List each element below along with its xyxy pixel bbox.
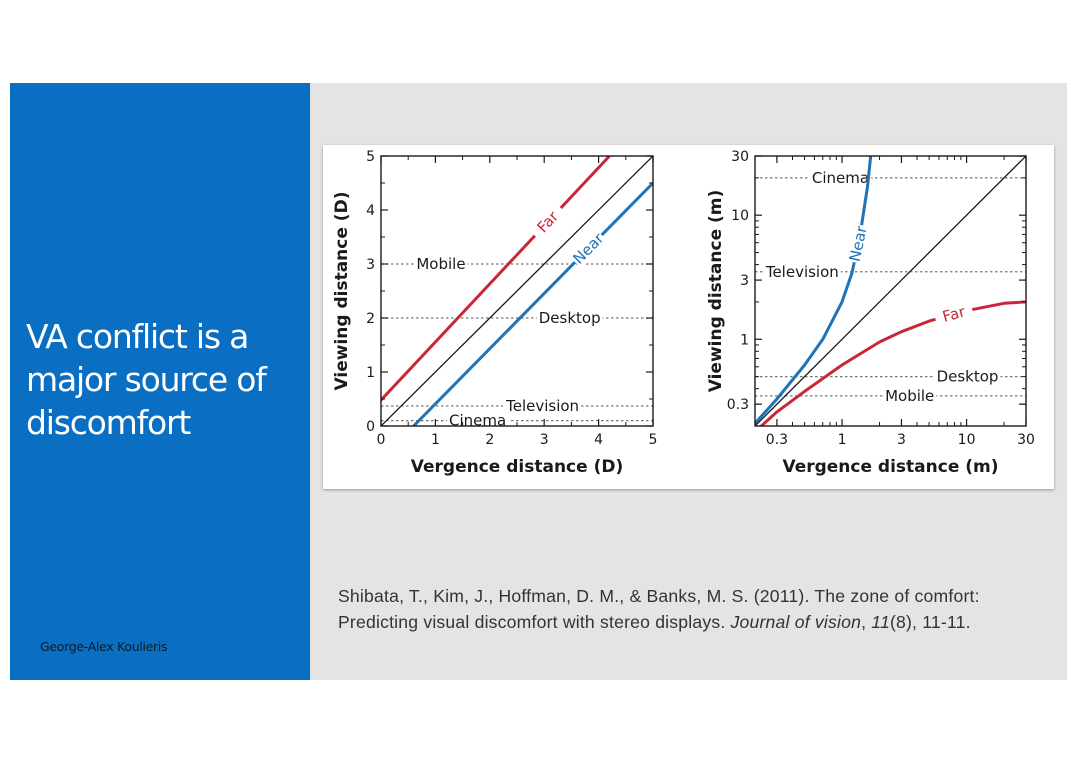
series-label-background (568, 228, 609, 269)
slide-title: VA conflict is a major source of discomf… (26, 315, 306, 444)
title-panel: VA conflict is a major source of discomf… (10, 83, 310, 680)
x-tick-label: 1 (431, 432, 440, 448)
slide-title-line-2: major source of (26, 360, 267, 399)
reference-label-background (762, 262, 841, 281)
reference-label-desktop: Desktop (937, 368, 999, 386)
slide: VA conflict is a major source of discomf… (10, 83, 1067, 680)
x-tick-label: 0.3 (766, 432, 788, 448)
x-tick-label: 5 (649, 432, 658, 448)
y-tick-label: 3 (366, 257, 375, 273)
citation-journal: Journal of vision (730, 612, 862, 632)
reference-label-background (536, 309, 603, 327)
plot-frame (754, 155, 1027, 427)
y-tick-label: 0 (366, 419, 375, 435)
reference-label-background (503, 397, 582, 416)
series-line-far (759, 300, 1026, 426)
reference-label-cinema: Cinema (449, 412, 506, 430)
series-label-background (528, 201, 568, 242)
series-line-near (412, 181, 653, 426)
y-tick-label: 30 (731, 149, 749, 165)
identity-line (381, 156, 653, 426)
series-label-far: Far (940, 302, 967, 326)
y-tick-label: 2 (366, 311, 375, 327)
x-tick-label: 4 (594, 432, 603, 448)
reference-label-mobile: Mobile (885, 387, 934, 405)
x-axis-title: Vergence distance (m) (782, 457, 998, 477)
series-line-near (755, 156, 873, 425)
series-label-near: Near (846, 224, 871, 264)
y-tick-label: 5 (366, 149, 375, 165)
x-axis-title: Vergence distance (D) (411, 457, 623, 477)
y-axis-title: Viewing distance (D) (332, 192, 352, 391)
y-tick-label: 10 (731, 208, 749, 224)
series-label-background (933, 300, 975, 328)
x-tick-label: 2 (485, 432, 494, 448)
y-tick-label: 0.3 (727, 397, 749, 413)
x-tick-label: 10 (958, 432, 976, 448)
reference-label-desktop: Desktop (539, 309, 601, 327)
series-line-far (381, 156, 611, 402)
y-tick-label: 4 (366, 203, 375, 219)
x-tick-label: 0 (377, 432, 386, 448)
y-tick-label: 1 (366, 365, 375, 381)
citation-separator: , (861, 612, 872, 632)
reference-label-cinema: Cinema (812, 169, 869, 187)
y-tick-label: 3 (740, 273, 749, 289)
series-label-group: Near (845, 223, 871, 265)
slide-title-line-3: discomfort (26, 403, 191, 442)
reference-label-background (414, 255, 468, 273)
series-label-group: Far (933, 300, 975, 328)
author-name: George-Alex Koulieris (40, 639, 168, 654)
citation-text: Shibata, T., Kim, J., Hoffman, D. M., & … (338, 586, 980, 632)
y-axis-title: Viewing distance (m) (706, 190, 726, 393)
y-tick-label: 1 (740, 332, 749, 348)
slide-title-line-1: VA conflict is a (26, 317, 249, 356)
reference-label-background (809, 168, 872, 187)
x-tick-label: 1 (838, 432, 847, 448)
reference-label-mobile: Mobile (416, 255, 465, 273)
reference-label-television: Television (505, 397, 579, 415)
citation-pages: (8), 11-11. (889, 612, 971, 632)
reference-label-television: Television (765, 263, 839, 281)
x-tick-label: 30 (1017, 432, 1035, 448)
x-tick-label: 3 (897, 432, 906, 448)
series-label-background (845, 223, 871, 265)
citation: Shibata, T., Kim, J., Hoffman, D. M., & … (338, 583, 1018, 635)
identity-line (755, 156, 1026, 426)
x-tick-label: 3 (540, 432, 549, 448)
citation-volume: 11 (871, 612, 890, 632)
reference-label-background (934, 367, 1001, 386)
figure-card: Mobile Desktop Television Cinema Far Near 0 1 2 3… (323, 145, 1054, 489)
reference-label-background (883, 386, 937, 405)
